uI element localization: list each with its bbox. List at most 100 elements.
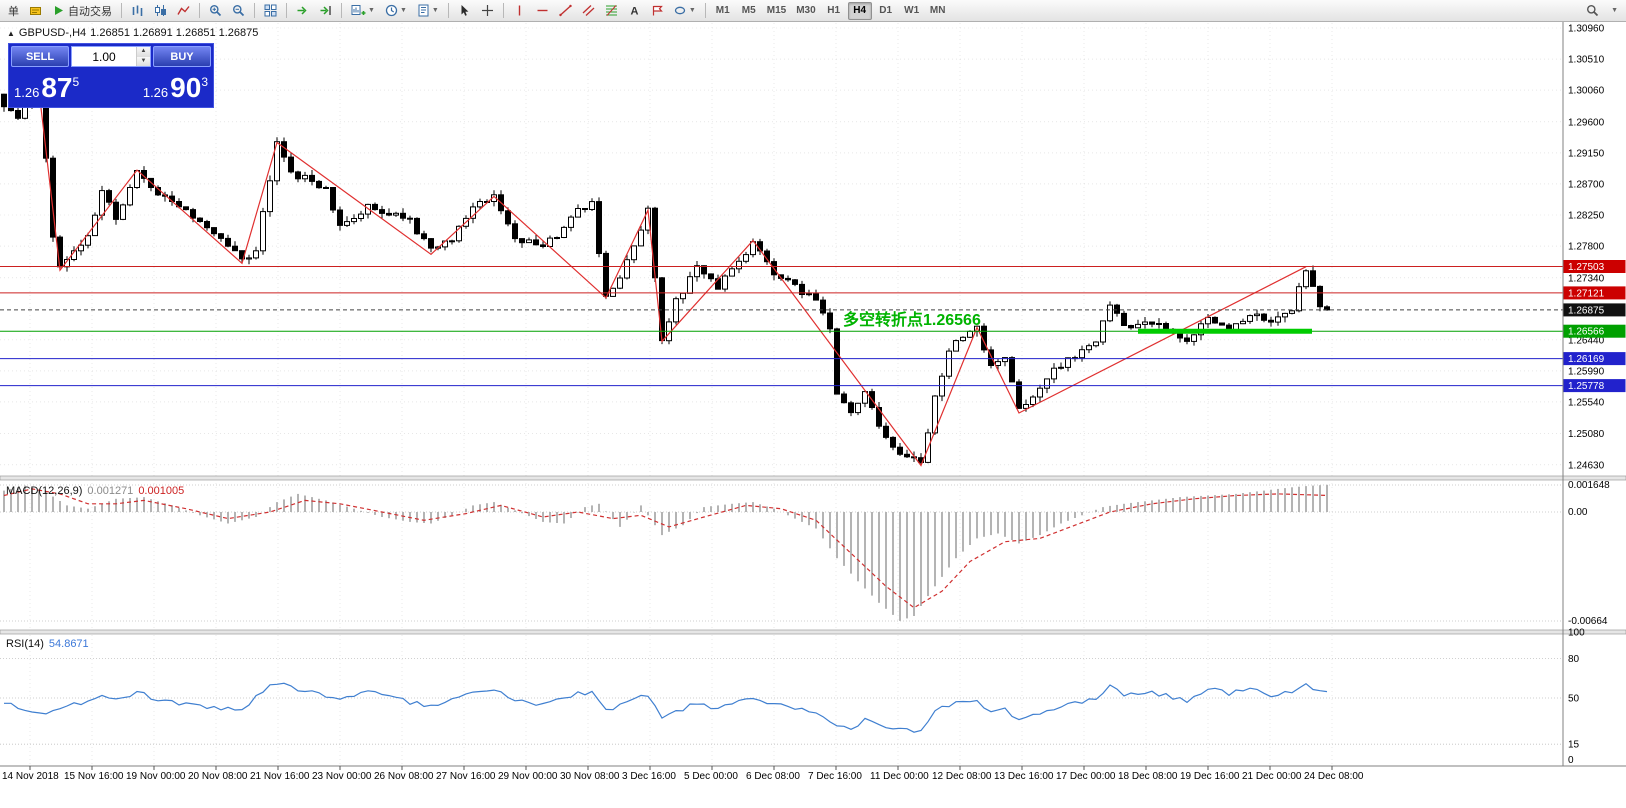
periods-icon[interactable]: ▼ bbox=[381, 2, 411, 20]
svg-text:1.27800: 1.27800 bbox=[1568, 242, 1605, 253]
zigzag-line[interactable] bbox=[38, 90, 1307, 467]
timeframe-m5-label: M5 bbox=[741, 5, 756, 16]
auto-scroll-icon[interactable] bbox=[292, 2, 313, 20]
sell-price-prefix: 1.26 bbox=[14, 85, 40, 100]
svg-text:20 Nov 08:00: 20 Nov 08:00 bbox=[188, 771, 248, 782]
new-order-icon-glyph bbox=[29, 4, 42, 17]
collapse-trade-panel-icon[interactable]: ▲ bbox=[7, 29, 15, 38]
svg-text:7 Dec 16:00: 7 Dec 16:00 bbox=[808, 771, 862, 782]
new-order-icon[interactable] bbox=[25, 2, 46, 20]
svg-text:1.25080: 1.25080 bbox=[1568, 429, 1605, 440]
svg-text:1.27121: 1.27121 bbox=[1568, 288, 1605, 299]
svg-text:1.29150: 1.29150 bbox=[1568, 148, 1605, 159]
channel-icon[interactable] bbox=[578, 2, 599, 20]
label-tool-icon-glyph bbox=[651, 4, 664, 17]
volume-up-icon[interactable]: ▲ bbox=[137, 47, 150, 57]
text-tool-icon[interactable]: A bbox=[624, 2, 645, 20]
toolbar-separator bbox=[447, 3, 449, 18]
timeframe-d1[interactable]: D1 bbox=[874, 2, 898, 20]
time-axis[interactable]: 14 Nov 2018 15 Nov 16:00 19 Nov 00:00 20 No… bbox=[2, 766, 1364, 782]
svg-text:1.30510: 1.30510 bbox=[1568, 55, 1605, 66]
sell-price[interactable]: 1.26 87 5 bbox=[14, 74, 79, 102]
templates-icon[interactable]: ▼ bbox=[413, 2, 443, 20]
buy-price-sup: 3 bbox=[201, 75, 208, 89]
crosshair-icon[interactable] bbox=[477, 2, 498, 20]
timeframe-m5[interactable]: M5 bbox=[737, 2, 761, 20]
line-chart-mode-icon[interactable] bbox=[173, 2, 194, 20]
svg-text:1.27340: 1.27340 bbox=[1568, 273, 1605, 284]
svg-text:1.30060: 1.30060 bbox=[1568, 86, 1605, 97]
chart-shift-icon[interactable] bbox=[315, 2, 336, 20]
timeframe-m15[interactable]: M15 bbox=[763, 2, 790, 20]
horizontal-line-icon[interactable] bbox=[532, 2, 553, 20]
bar-chart-mode-icon[interactable] bbox=[127, 2, 148, 20]
price-axis[interactable]: 1.30960 1.30510 1.30060 1.29600 1.29150 1.287… bbox=[1563, 24, 1626, 472]
fibonacci-icon[interactable] bbox=[601, 2, 622, 20]
timeframe-mn[interactable]: MN bbox=[926, 2, 950, 20]
svg-text:0: 0 bbox=[1568, 755, 1574, 766]
caret-down-icon: ▼ bbox=[368, 7, 375, 14]
templates-icon-glyph bbox=[417, 4, 430, 17]
toolbar-more-icon[interactable]: ▼ bbox=[1605, 2, 1622, 20]
svg-text:19 Nov 00:00: 19 Nov 00:00 bbox=[126, 771, 186, 782]
panel-separator-macd[interactable] bbox=[0, 475, 1626, 481]
label-tool-icon[interactable] bbox=[647, 2, 668, 20]
chart-ohlc-values: 1.26851 1.26891 1.26851 1.26875 bbox=[90, 27, 259, 39]
horizontal-line-icon-glyph bbox=[536, 4, 549, 17]
timeframe-m15-label: M15 bbox=[766, 5, 787, 16]
channel-icon-glyph bbox=[582, 4, 595, 17]
svg-text:80: 80 bbox=[1568, 654, 1580, 665]
zoom-in-icon-glyph bbox=[209, 4, 222, 17]
sell-button[interactable]: SELL bbox=[11, 46, 69, 67]
sell-price-big: 87 bbox=[41, 72, 73, 103]
timeframe-h4-label: H4 bbox=[853, 5, 867, 16]
candlestick-mode-icon[interactable] bbox=[150, 2, 171, 20]
timeframe-h1[interactable]: H1 bbox=[822, 2, 846, 20]
svg-text:1.28700: 1.28700 bbox=[1568, 179, 1605, 190]
vertical-line-icon-glyph bbox=[513, 4, 526, 17]
search-icon[interactable] bbox=[1582, 2, 1603, 20]
timeframe-h1-label: H1 bbox=[827, 5, 841, 16]
toolbar-separator bbox=[502, 3, 504, 18]
timeframe-h4[interactable]: H4 bbox=[847, 1, 872, 20]
timeframe-mn-label: MN bbox=[929, 5, 946, 16]
autotrading-button[interactable]: 自动交易 bbox=[48, 2, 116, 20]
caret-down-icon: ▼ bbox=[688, 7, 696, 14]
svg-text:29 Nov 00:00: 29 Nov 00:00 bbox=[498, 771, 558, 782]
buy-button[interactable]: BUY bbox=[153, 46, 211, 67]
buy-price[interactable]: 1.26 90 3 bbox=[143, 74, 208, 102]
zoom-out-icon-glyph bbox=[232, 4, 245, 17]
svg-text:1.29600: 1.29600 bbox=[1568, 117, 1605, 128]
macd-main-value: 0.001271 bbox=[87, 485, 134, 497]
svg-text:15 Nov 16:00: 15 Nov 16:00 bbox=[64, 771, 124, 782]
svg-text:27 Nov 16:00: 27 Nov 16:00 bbox=[436, 771, 496, 782]
panel-separator-rsi[interactable] bbox=[0, 629, 1626, 635]
timeframe-m30[interactable]: M30 bbox=[792, 2, 819, 20]
timeframe-d1-label: D1 bbox=[879, 5, 893, 16]
zoom-in-icon[interactable] bbox=[205, 2, 226, 20]
toolbar-separator bbox=[341, 3, 342, 18]
volume-down-icon[interactable]: ▼ bbox=[137, 56, 150, 66]
rsi-label: RSI(14) 54.8671 bbox=[6, 638, 89, 650]
svg-text:50: 50 bbox=[1568, 694, 1580, 705]
svg-text:0.001648: 0.001648 bbox=[1568, 480, 1610, 491]
order-button[interactable]: 单 bbox=[4, 2, 23, 20]
tile-windows-icon[interactable] bbox=[260, 2, 281, 20]
order-button-label: 单 bbox=[8, 5, 19, 18]
cursor-icon[interactable] bbox=[454, 2, 475, 20]
caret-down-icon: ▼ bbox=[399, 7, 407, 14]
macd-panel: 0.001648 0.00 -0.00664 bbox=[0, 480, 1610, 627]
svg-text:24 Dec 08:00: 24 Dec 08:00 bbox=[1304, 771, 1364, 782]
vertical-line-icon[interactable] bbox=[509, 2, 530, 20]
shapes-icon[interactable]: ▼ bbox=[670, 2, 700, 20]
svg-text:30 Nov 08:00: 30 Nov 08:00 bbox=[560, 771, 620, 782]
trendline-icon[interactable] bbox=[555, 2, 576, 20]
svg-text:0.00: 0.00 bbox=[1568, 507, 1588, 518]
timeframe-m1[interactable]: M1 bbox=[711, 2, 735, 20]
new-chart-icon[interactable]: ▼ bbox=[347, 2, 379, 20]
zoom-out-icon[interactable] bbox=[228, 2, 249, 20]
timeframe-w1[interactable]: W1 bbox=[900, 2, 924, 20]
candles bbox=[1, 84, 1330, 465]
volume-input[interactable] bbox=[72, 47, 136, 66]
